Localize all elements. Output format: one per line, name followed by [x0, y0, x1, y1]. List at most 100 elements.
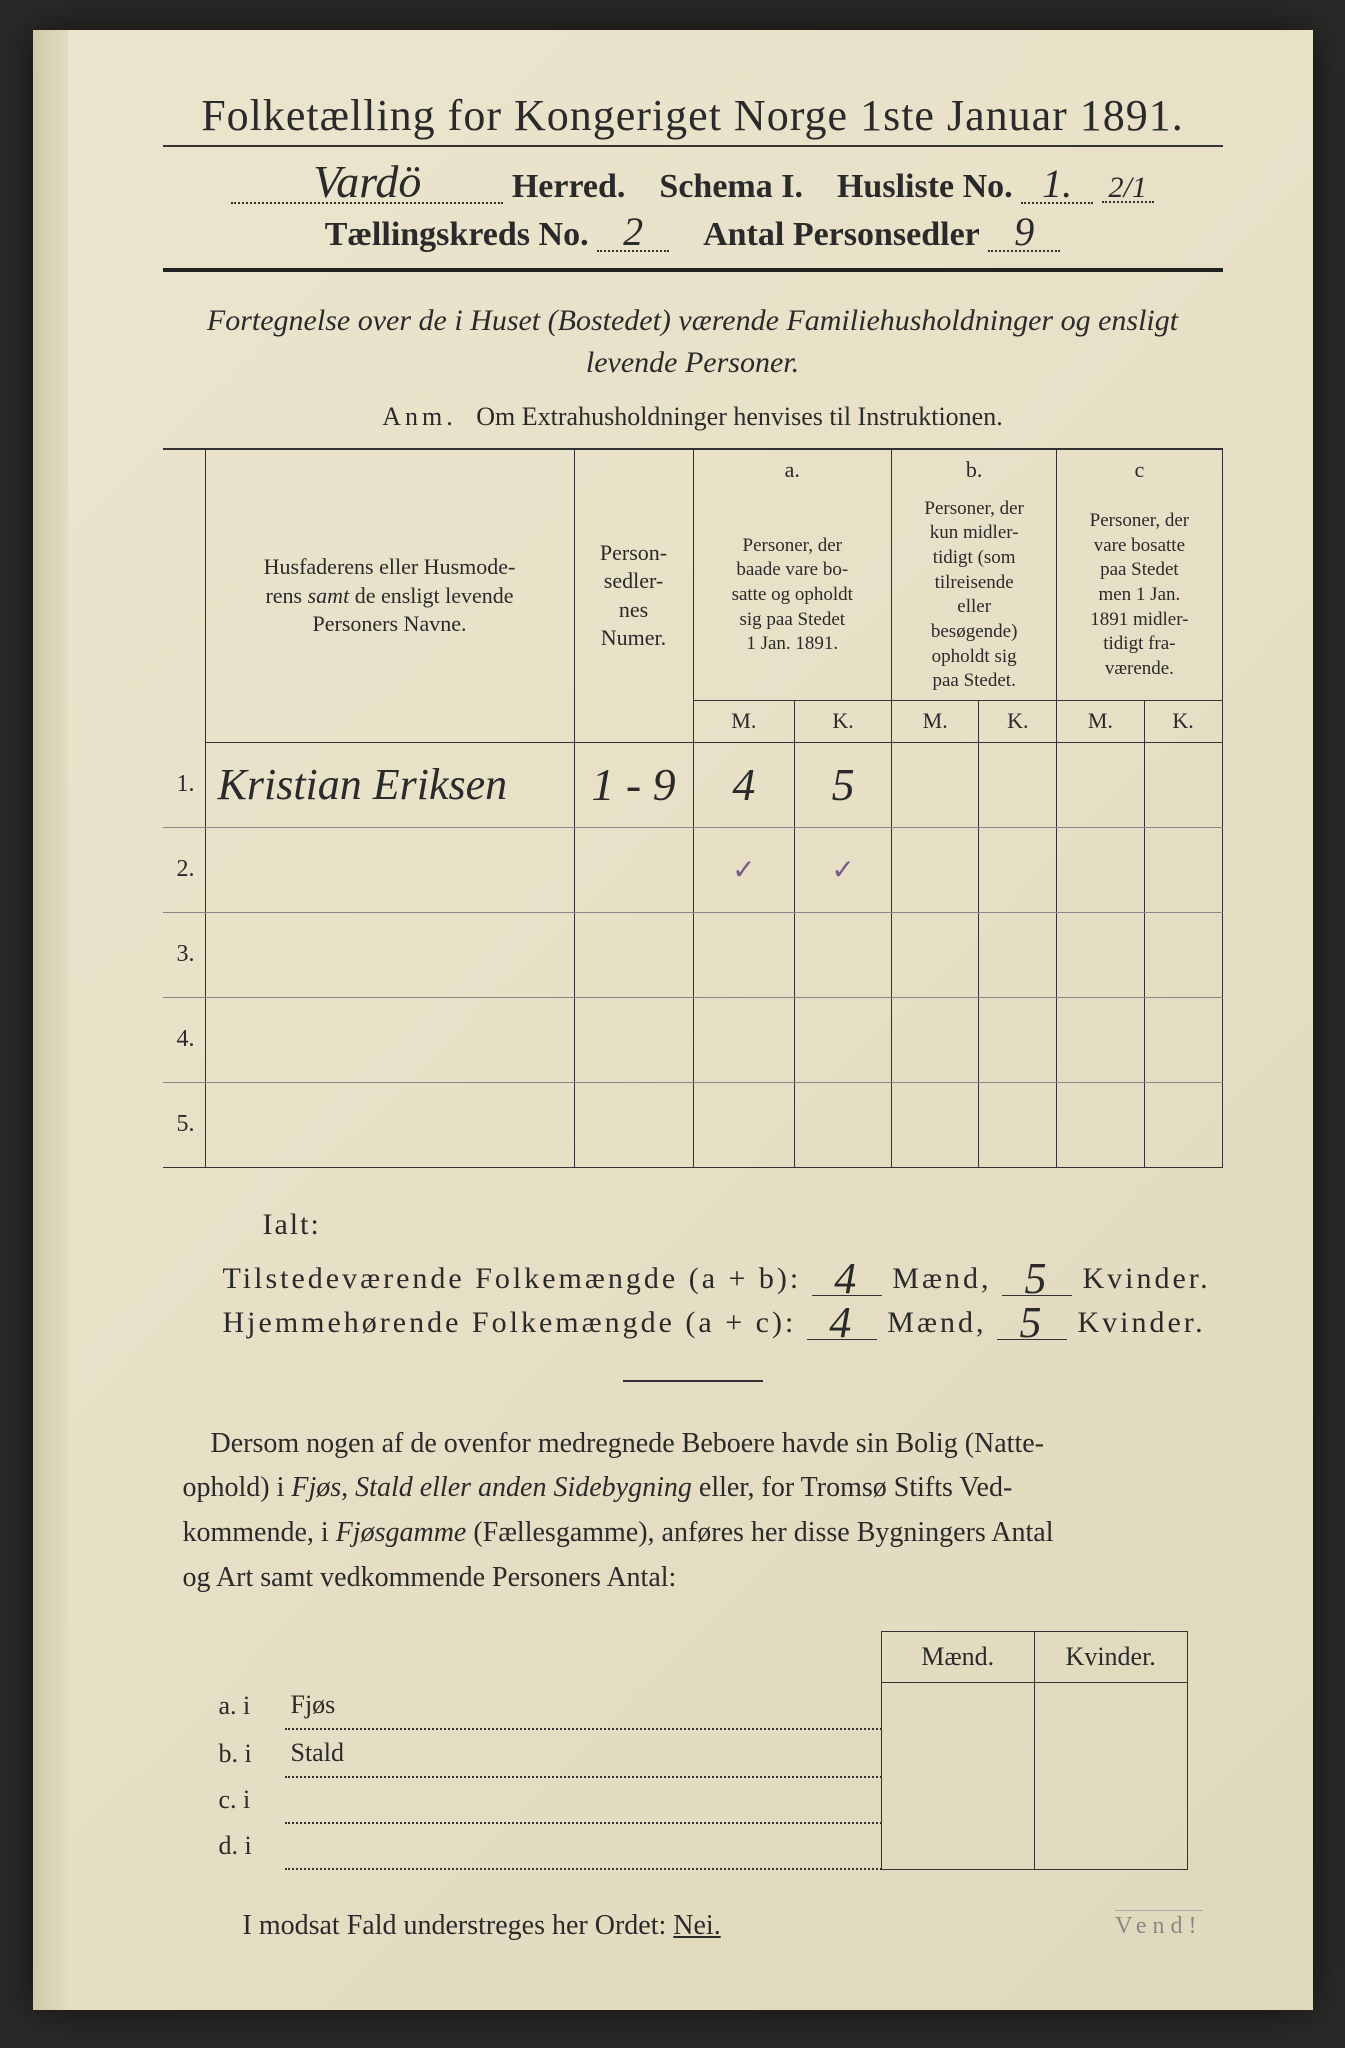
- col-num-header: Person-sedler-nesNumer.: [574, 449, 693, 742]
- cell-bm: [892, 742, 979, 827]
- cell-bm: [892, 827, 979, 912]
- sum2-label: Hjemmehørende Folkemængde (a + c):: [223, 1306, 797, 1339]
- cell-ak: [795, 1082, 892, 1167]
- row-num: 3.: [163, 912, 206, 997]
- row-num: 2.: [163, 827, 206, 912]
- page-title: Folketælling for Kongeriget Norge 1ste J…: [163, 90, 1223, 147]
- cell-am: [693, 912, 795, 997]
- side-row-type: [285, 1777, 882, 1823]
- num-cell: [574, 997, 693, 1082]
- side-m: [881, 1729, 1034, 1777]
- name-cell: [205, 912, 574, 997]
- cell-ak: ✓: [795, 827, 892, 912]
- side-m: [881, 1682, 1034, 1729]
- cell-bk: [979, 827, 1057, 912]
- cell-ck: [1144, 912, 1222, 997]
- side-row-type: Stald: [291, 1738, 344, 1767]
- row-num: 1.: [163, 742, 206, 827]
- col-c-k: K.: [1144, 701, 1222, 743]
- cell-cm: [1057, 997, 1144, 1082]
- cell-am: ✓: [693, 827, 795, 912]
- kvinder-label: Kvinder.: [1082, 1262, 1210, 1295]
- side-head-k: Kvinder.: [1034, 1631, 1187, 1682]
- ialt-label: Ialt:: [263, 1208, 1223, 1242]
- col-name-header: Husfaderens eller Husmode-rens samt de e…: [205, 449, 574, 742]
- num-cell: [574, 1082, 693, 1167]
- herred-field: Vardö: [231, 161, 503, 204]
- side-head-m: Mænd.: [881, 1631, 1034, 1682]
- num-cell: 1 - 9: [591, 759, 675, 810]
- cell-ck: [1144, 827, 1222, 912]
- cell-bm: [892, 997, 979, 1082]
- cell-bk: [979, 912, 1057, 997]
- anm-text: Om Extrahusholdninger henvises til Instr…: [476, 402, 1002, 431]
- nei-text: I modsat Fald understreges her Ordet:: [243, 1910, 667, 1941]
- side-row-type: Fjøs: [291, 1690, 336, 1719]
- short-rule: [623, 1380, 763, 1382]
- side-k: [1034, 1777, 1187, 1823]
- kvinder-label: Kvinder.: [1077, 1306, 1205, 1339]
- census-form-page: Folketælling for Kongeriget Norge 1ste J…: [33, 30, 1313, 2010]
- cell-cm: [1057, 742, 1144, 827]
- cell-cm: [1057, 1082, 1144, 1167]
- table-row: 5.: [163, 1082, 1223, 1167]
- side-m: [881, 1777, 1034, 1823]
- side-row: b. i Stald: [213, 1729, 1188, 1777]
- schema-label: Schema I.: [659, 168, 803, 205]
- side-row: d. i: [213, 1823, 1188, 1869]
- col-c-label: c: [1057, 449, 1222, 491]
- antal-label: Antal Personsedler: [703, 216, 980, 253]
- col-c-text: Personer, dervare bosattepaa Stedetmen 1…: [1057, 491, 1222, 701]
- row-num: 4.: [163, 997, 206, 1082]
- col-b-text: Personer, derkun midler-tidigt (somtilre…: [892, 491, 1057, 701]
- subtitle: Fortegnelse over de i Huset (Bostedet) v…: [203, 300, 1183, 384]
- main-table: Husfaderens eller Husmode-rens samt de e…: [163, 448, 1223, 1168]
- side-row-type: [285, 1823, 882, 1869]
- side-m: [881, 1823, 1034, 1869]
- sum2-k: 5: [997, 1308, 1067, 1340]
- col-a-m: M.: [693, 701, 795, 743]
- kreds-field: 2: [597, 214, 669, 252]
- cell-ck: [1144, 1082, 1222, 1167]
- herred-label: Herred.: [512, 168, 626, 205]
- husliste-fraction: 2/1: [1102, 174, 1154, 203]
- side-row-label: b. i: [213, 1729, 285, 1777]
- cell-bk: [979, 1082, 1057, 1167]
- maend-label: Mænd,: [892, 1262, 991, 1295]
- rule: [163, 268, 1223, 272]
- anm-label: Anm.: [382, 402, 457, 431]
- name-cell: [205, 1082, 574, 1167]
- col-b-k: K.: [979, 701, 1057, 743]
- table-row: 2. ✓ ✓: [163, 827, 1223, 912]
- sum-line-1: Tilstedeværende Folkemængde (a + b): 4 M…: [223, 1262, 1223, 1296]
- side-k: [1034, 1682, 1187, 1729]
- name-cell: [205, 827, 574, 912]
- table-row: 1. Kristian Eriksen 1 - 9 4 5: [163, 742, 1223, 827]
- husliste-field: 1.: [1021, 166, 1093, 204]
- cell-bm: [892, 1082, 979, 1167]
- col-a-k: K.: [795, 701, 892, 743]
- antal-field: 9: [988, 214, 1060, 252]
- nei-word: Nei.: [673, 1910, 720, 1941]
- side-k: [1034, 1729, 1187, 1777]
- cell-am: 4: [732, 759, 755, 810]
- col-a-label: a.: [693, 449, 892, 491]
- turn-over-label: Vend!: [1115, 1910, 1202, 1940]
- sum1-label: Tilstedeværende Folkemængde (a + b):: [223, 1262, 802, 1295]
- header-line-2: Tællingskreds No. 2 Antal Personsedler 9: [163, 214, 1223, 254]
- side-row: a. i Fjøs: [213, 1682, 1188, 1729]
- cell-ak: 5: [832, 759, 855, 810]
- cell-ak: [795, 912, 892, 997]
- side-row-label: d. i: [213, 1823, 285, 1869]
- cell-bk: [979, 997, 1057, 1082]
- cell-ck: [1144, 742, 1222, 827]
- cell-am: [693, 1082, 795, 1167]
- side-row: c. i: [213, 1777, 1188, 1823]
- num-cell: [574, 827, 693, 912]
- side-building-paragraph: Dersom nogen af de ovenfor medregnede Be…: [183, 1422, 1203, 1601]
- table-body: 1. Kristian Eriksen 1 - 9 4 5 2. ✓ ✓: [163, 742, 1223, 1167]
- husliste-label: Husliste No.: [837, 168, 1013, 205]
- row-num: 5.: [163, 1082, 206, 1167]
- table-row: 3.: [163, 912, 1223, 997]
- num-cell: [574, 912, 693, 997]
